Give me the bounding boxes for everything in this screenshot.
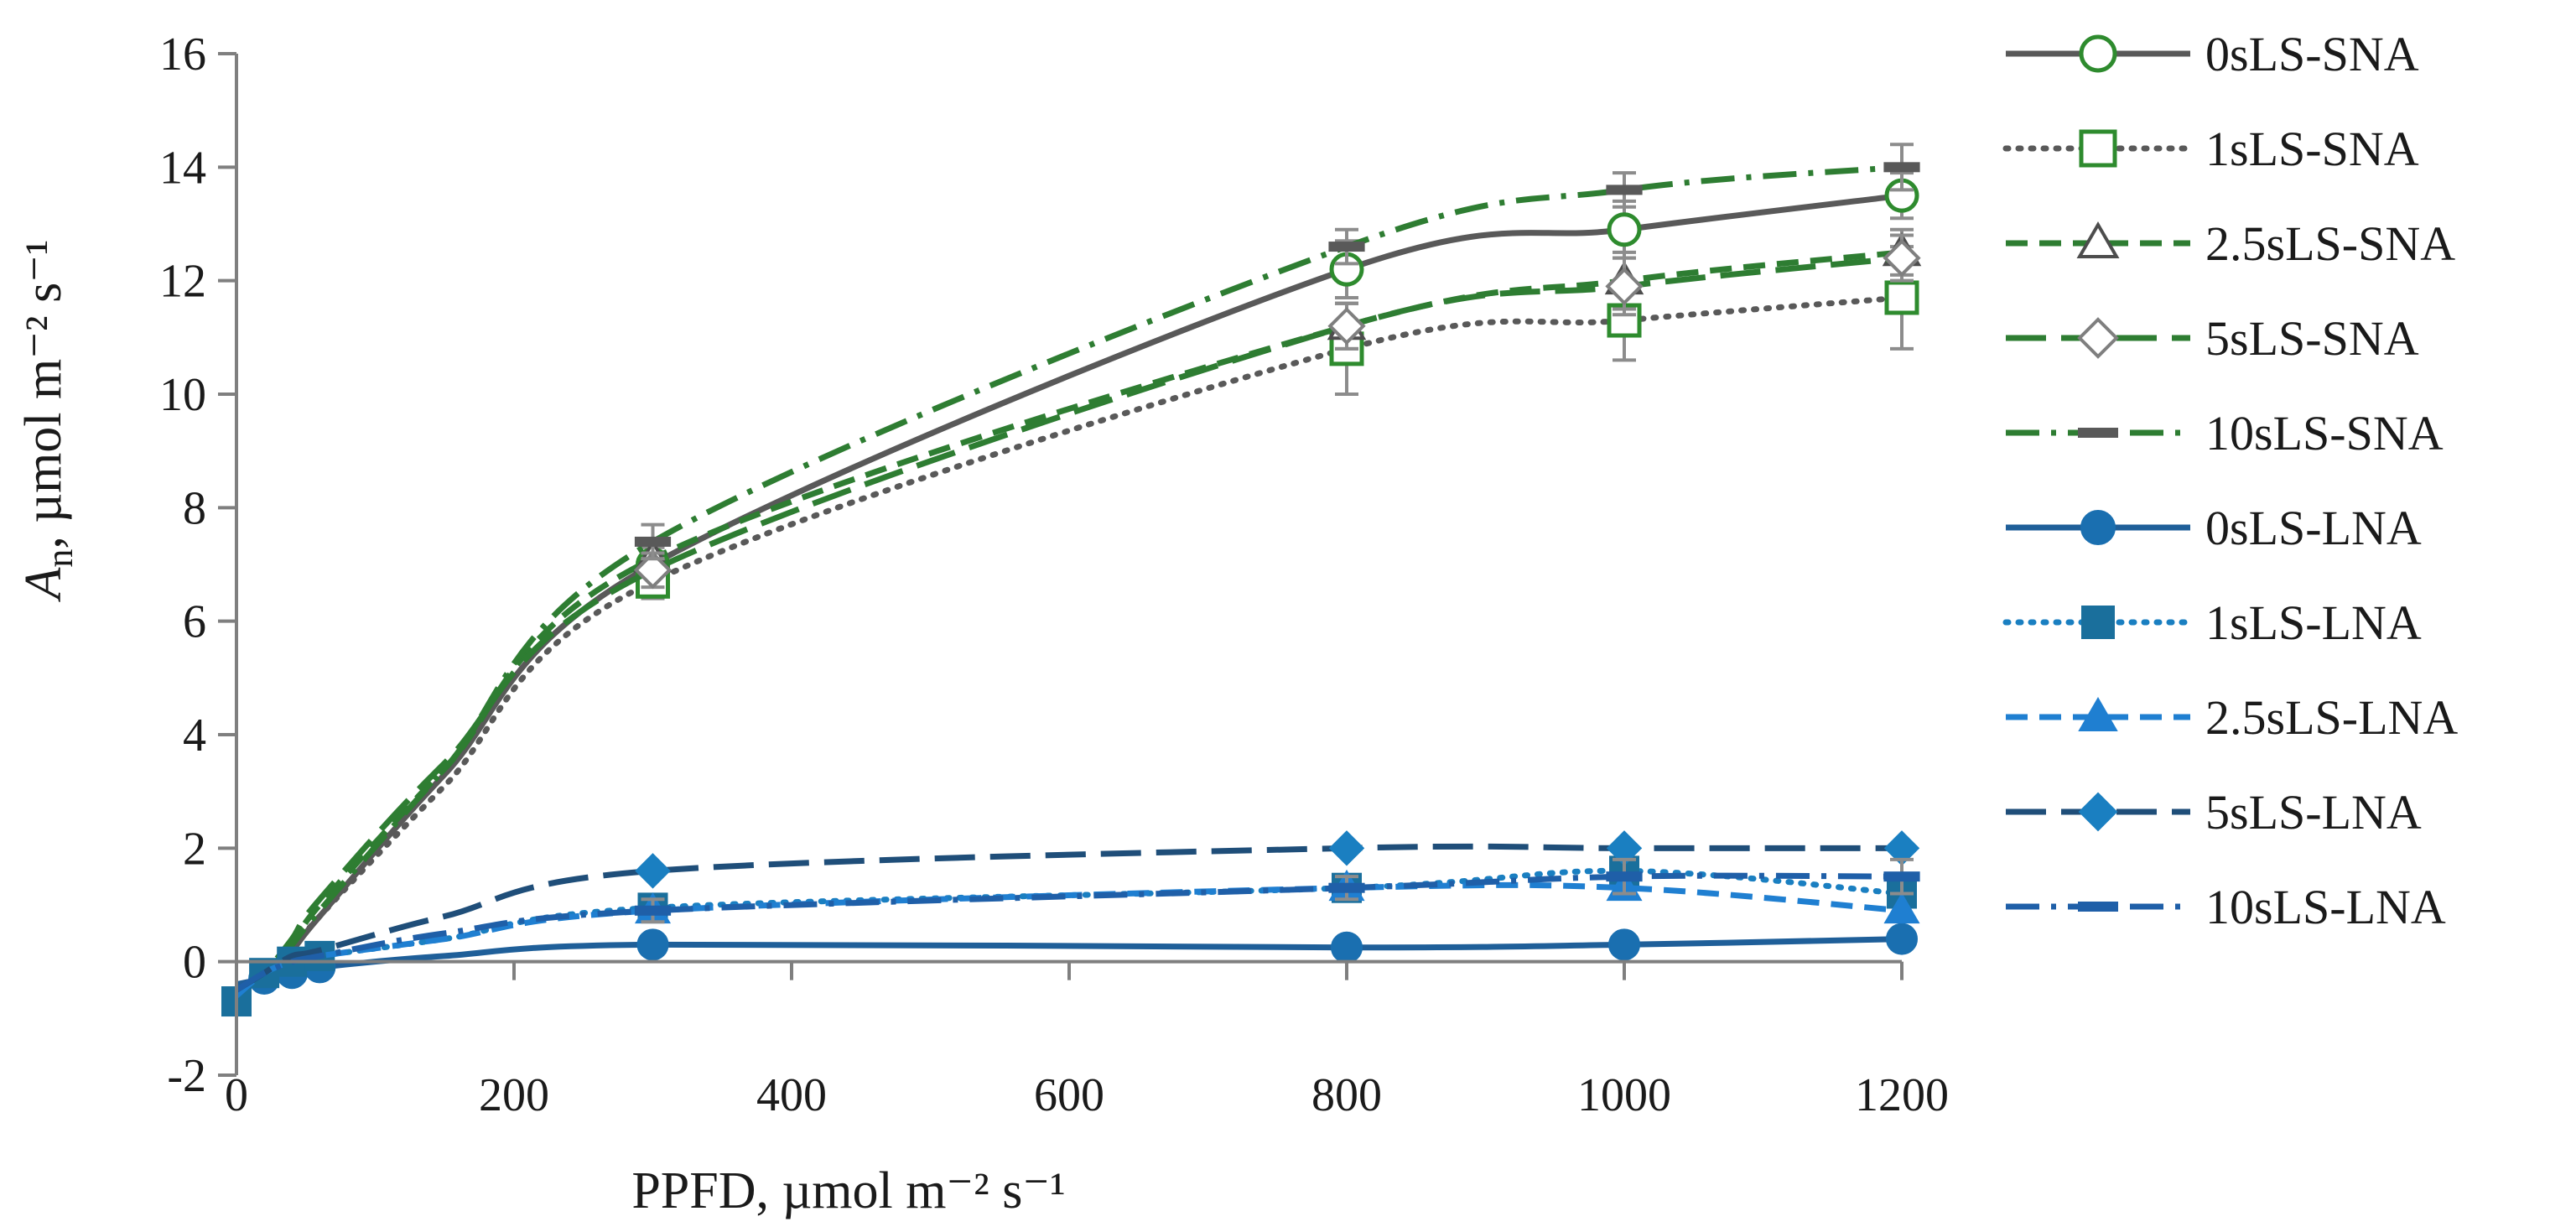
y-tick-label: 0 [183,937,206,989]
data-point [1328,830,1365,866]
x-tick-label: 1000 [1577,1069,1671,1121]
series-line [233,867,1905,1005]
legend-marker [2078,792,2118,832]
series-line [234,164,1903,998]
data-point [1883,892,1920,924]
data-point [1883,162,1920,173]
data-point [1608,928,1640,961]
legend-item: 1sLS-SNA [2002,122,2419,176]
legend-marker [2079,34,2117,73]
series-0sLS-LNA [236,923,1918,995]
x-tick-label: 400 [756,1069,827,1121]
plot-area: -2 0 2 4 6 8 10 12 14 16 0 200 400 600 800 1000 1200 [159,29,1949,1121]
legend-marker [2076,221,2120,258]
data-point [1328,242,1365,252]
series-2.5sLS-LNA [234,869,1920,998]
series-line [234,249,1903,998]
data-point [1327,307,1366,346]
series-5sLS-SNA [234,233,1921,999]
legend-label: 0sLS-LNA [2205,501,2422,555]
legend-label: 0sLS-SNA [2205,27,2419,81]
y-tick-label: 4 [183,710,206,762]
legend-marker [2081,606,2115,639]
x-tick-label: 0 [225,1069,248,1121]
series-layer [221,143,1922,1017]
y-axis-title: An, µmol m⁻² s⁻¹ [15,239,80,602]
data-point [1331,931,1363,964]
y-tick-label: 2 [183,823,206,875]
data-point [634,536,672,547]
y-tick-label: 16 [159,29,206,81]
legend-label: 5sLS-SNA [2205,311,2419,366]
x-axis-title: PPFD, µmol m⁻² s⁻¹ [631,1162,1065,1219]
legend-item: 10sLS-LNA [2006,880,2446,934]
data-point [634,905,672,916]
data-point [1607,212,1642,247]
legend-item: 5sLS-LNA [2006,785,2422,840]
data-point [633,551,673,590]
series-5sLS-LNA [235,830,1920,993]
y-axis-label-sub: n [39,549,80,568]
data-point [1886,923,1918,955]
y-tick-label: 10 [159,369,206,421]
legend-marker [2078,428,2118,438]
legend-item: 0sLS-SNA [2006,27,2419,81]
legend-label: 1sLS-LNA [2205,595,2422,650]
legend-item: 10sLS-SNA [2006,406,2444,460]
legend-item: 1sLS-LNA [2002,595,2422,650]
y-tick-label: 6 [183,596,206,648]
series-10sLS-LNA [235,857,1920,993]
legend: 0sLS-SNA 1sLS-SNA 2.5sLS-SNA 5sLS-SNA 10sLS-… [2002,27,2458,934]
legend-label: 5sLS-LNA [2205,785,2422,840]
legend-marker [2079,129,2117,168]
legend-label: 10sLS-SNA [2205,406,2444,460]
legend-item: 0sLS-LNA [2006,501,2422,555]
legend-label: 10sLS-LNA [2205,880,2446,934]
legend-label: 2.5sLS-LNA [2205,690,2458,745]
series-line [234,255,1903,999]
legend-marker [2078,902,2118,912]
y-tick-label: 8 [183,482,206,534]
y-axis-label: An, µmol m⁻² s⁻¹ [15,239,80,602]
data-point [1884,280,1919,315]
data-point [1606,871,1643,882]
data-point [1605,267,1644,306]
x-axis-label: PPFD, µmol m⁻² s⁻¹ [631,1162,1065,1219]
data-point [1883,238,1921,278]
legend-item: 2.5sLS-LNA [2006,690,2458,745]
legend-item: 5sLS-SNA [2006,311,2419,366]
x-tick-label: 1200 [1855,1069,1949,1121]
series-line [233,294,1905,999]
x-tick-label: 200 [479,1069,549,1121]
axes-layer: -2 0 2 4 6 8 10 12 14 16 0 200 400 600 800 1000 1200 [159,29,1949,1121]
data-point [1328,882,1365,893]
y-axis-label-rest: , µmol m⁻² s⁻¹ [15,239,72,548]
y-axis-label-main: A [15,567,72,603]
data-point [1606,185,1643,195]
data-point [636,928,669,961]
series-10sLS-SNA [234,143,1920,998]
series-1sLS-SNA [233,245,1919,999]
y-tick-label: 14 [159,142,206,194]
y-tick-label: -2 [167,1050,206,1102]
legend-marker [2078,697,2118,731]
x-tick-label: 600 [1034,1069,1104,1121]
legend-label: 1sLS-SNA [2205,122,2419,176]
legend-item: 2.5sLS-SNA [2006,216,2455,271]
legend-marker [2080,510,2116,545]
y-tick-label: 12 [159,256,206,308]
x-tick-label: 800 [1311,1069,1382,1121]
data-point [635,853,671,889]
data-point [1883,871,1920,882]
series-2.5sLS-SNA [234,227,1922,998]
series-line [234,192,1903,998]
legend-label: 2.5sLS-SNA [2205,216,2455,271]
legend-marker [2077,317,2119,359]
